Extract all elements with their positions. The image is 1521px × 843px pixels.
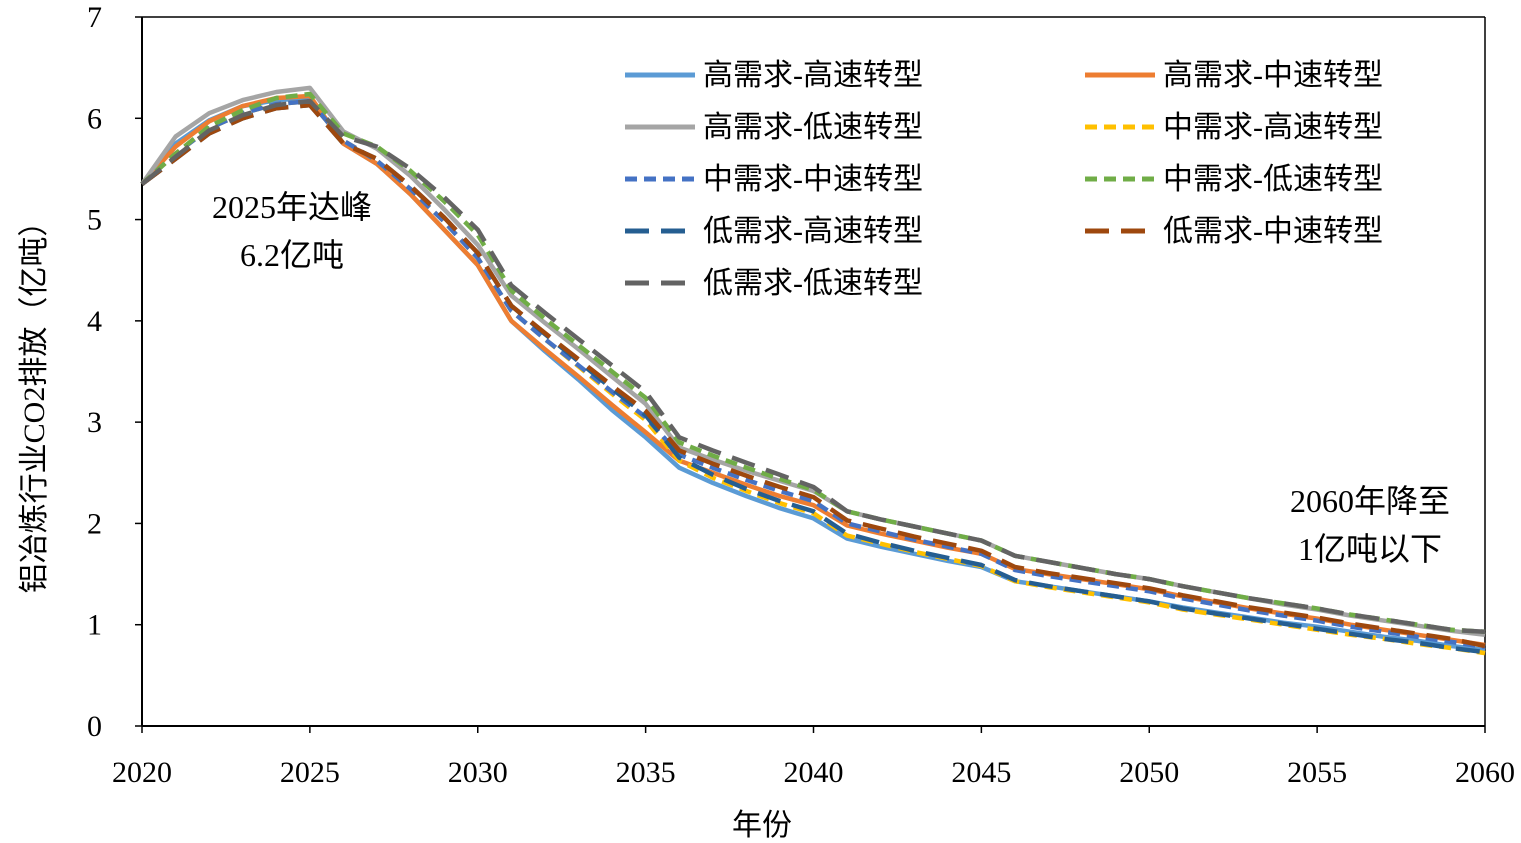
y-tick-label: 7 [87, 1, 102, 34]
x-tick-label: 2060 [1455, 756, 1515, 789]
legend-label: 中需求-中速转型 [703, 163, 923, 196]
series-line [140, 102, 1486, 649]
annotation-end-line1: 2060年降至 [1290, 483, 1450, 519]
x-tick-label: 2055 [1287, 756, 1347, 789]
legend-label: 低需求-中速转型 [1163, 215, 1383, 248]
y-tick-label: 0 [87, 710, 102, 743]
y-axis-title: 铝冶炼行业CO2排放（亿吨） [18, 207, 51, 594]
series-line [140, 98, 1486, 635]
x-tick-label: 2025 [280, 756, 340, 789]
x-tick-label: 2035 [616, 756, 676, 789]
legend-label: 中需求-低速转型 [1163, 163, 1383, 196]
legend-label: 高需求-低速转型 [703, 111, 923, 144]
annotation-peak-line2: 6.2亿吨 [240, 237, 344, 273]
annotation-peak: 2025年达峰 6.2亿吨 [212, 189, 372, 273]
series-group [140, 85, 1486, 656]
y-ticks: 0 1 2 3 4 5 6 7 [87, 1, 142, 743]
y-tick-label: 2 [87, 507, 102, 540]
y-tick-label: 6 [87, 102, 102, 135]
x-ticks: 2020 2025 2030 2035 2040 2045 2050 2055 2060 [112, 726, 1515, 789]
x-tick-label: 2045 [951, 756, 1011, 789]
legend-label: 低需求-低速转型 [703, 267, 923, 300]
y-tick-label: 3 [87, 406, 102, 439]
y-tick-label: 4 [87, 305, 102, 338]
x-tick-label: 2020 [112, 756, 172, 789]
x-tick-label: 2030 [448, 756, 508, 789]
legend-label: 高需求-高速转型 [703, 59, 923, 92]
annotation-end: 2060年降至 1亿吨以下 [1290, 483, 1450, 567]
legend-label: 高需求-中速转型 [1163, 59, 1383, 92]
legend-label: 低需求-高速转型 [703, 215, 923, 248]
legend-label: 中需求-高速转型 [1163, 111, 1383, 144]
y-tick-label: 1 [87, 609, 102, 642]
x-tick-label: 2050 [1119, 756, 1179, 789]
y-tick-label: 5 [87, 204, 102, 237]
annotation-end-line2: 1亿吨以下 [1298, 531, 1442, 567]
x-axis-title: 年份 [732, 809, 792, 842]
plot-area: 2020 2025 2030 2035 2040 2045 2050 2055 2060 0 1 2… [87, 1, 1515, 789]
annotation-peak-line1: 2025年达峰 [212, 189, 372, 225]
x-tick-label: 2040 [784, 756, 844, 789]
